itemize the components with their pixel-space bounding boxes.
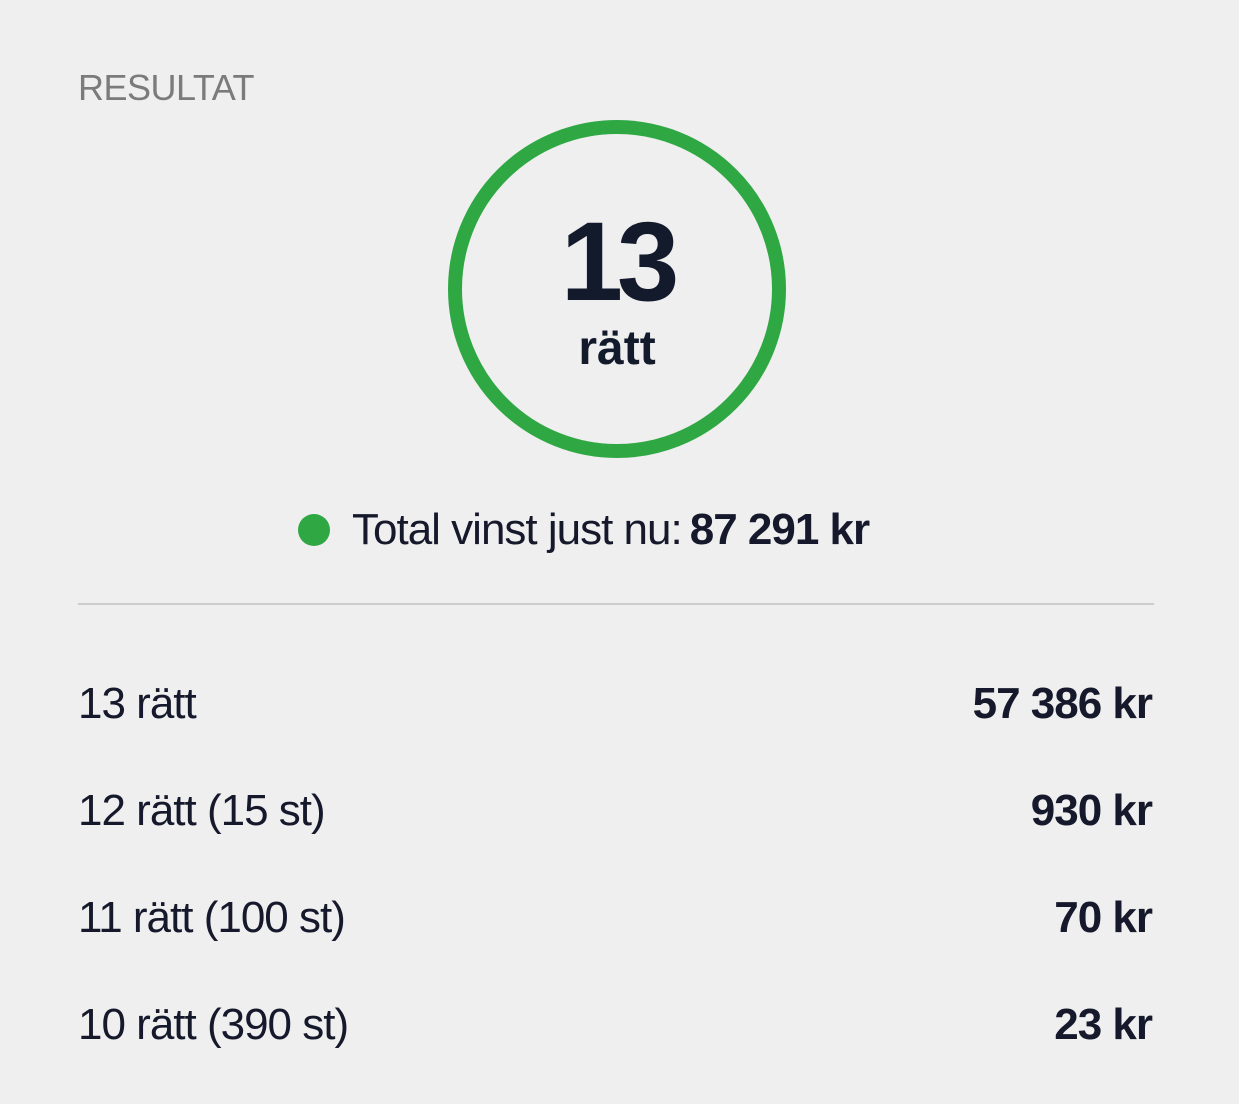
total-value: 87 291 kr	[690, 505, 869, 555]
prize-amount: 930 kr	[1031, 786, 1152, 836]
prize-label: 13 rätt	[78, 679, 196, 729]
prize-row: 13 rätt 57 386 kr	[78, 672, 1152, 736]
prize-label: 10 rätt (390 st)	[78, 1000, 348, 1050]
score-number: 13	[462, 206, 772, 318]
prize-label: 11 rätt (100 st)	[78, 893, 345, 943]
score-ring: 13 rätt	[448, 120, 786, 458]
prize-row: 10 rätt (390 st) 23 kr	[78, 993, 1152, 1057]
prize-label: 12 rätt (15 st)	[78, 786, 325, 836]
prize-row: 12 rätt (15 st) 930 kr	[78, 779, 1152, 843]
prize-row: 11 rätt (100 st) 70 kr	[78, 886, 1152, 950]
total-winnings: Total vinst just nu: 87 291 kr	[298, 500, 869, 560]
total-label: Total vinst just nu:	[352, 505, 682, 555]
prize-list: 13 rätt 57 386 kr 12 rätt (15 st) 930 kr…	[78, 672, 1152, 1100]
score-label: rätt	[462, 324, 772, 374]
section-title: RESULTAT	[78, 66, 254, 110]
prize-amount: 57 386 kr	[973, 679, 1152, 729]
prize-amount: 23 kr	[1054, 1000, 1152, 1050]
status-dot-icon	[298, 514, 330, 546]
divider	[78, 603, 1154, 605]
prize-amount: 70 kr	[1054, 893, 1152, 943]
